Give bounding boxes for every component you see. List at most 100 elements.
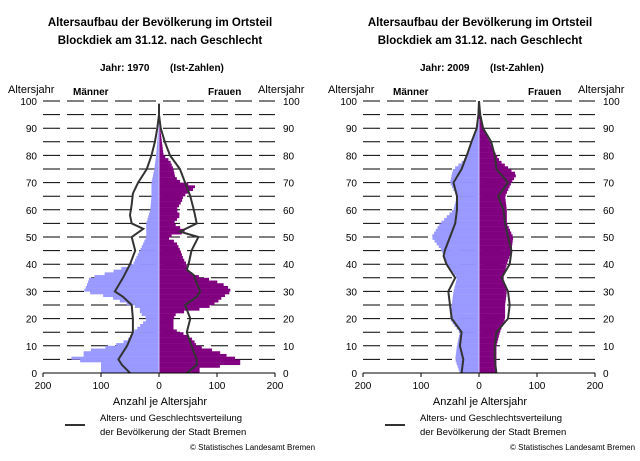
women-bar — [159, 321, 174, 325]
women-bar — [479, 370, 497, 374]
y-tick-label-right: 60 — [603, 206, 615, 217]
women-bar — [479, 299, 506, 303]
y-tick-label-left: 0 — [351, 369, 357, 380]
women-bar — [159, 272, 193, 276]
women-bar — [479, 285, 506, 289]
y-axis-label-right: Altersjahr — [258, 84, 305, 96]
women-bar — [479, 337, 499, 341]
women-bar — [479, 280, 505, 284]
women-bar — [159, 193, 186, 197]
women-bar — [479, 345, 497, 349]
women-bar — [159, 345, 202, 349]
women-bar — [159, 130, 161, 134]
women-bar — [479, 120, 482, 123]
men-bar — [475, 128, 479, 132]
men-bar — [452, 299, 479, 303]
women-bar — [479, 144, 492, 148]
women-bar — [159, 337, 193, 341]
men-group-label: Männer — [73, 87, 109, 98]
y-tick-label-right: 30 — [603, 287, 615, 298]
men-bar — [453, 207, 479, 210]
men-bar — [441, 220, 479, 224]
men-bar — [449, 266, 479, 270]
women-bar — [159, 228, 185, 232]
men-bar — [148, 215, 159, 219]
women-bar — [479, 275, 504, 278]
men-bar — [85, 285, 159, 289]
men-bar — [150, 201, 159, 205]
women-bar — [479, 334, 499, 338]
men-bar — [157, 141, 159, 145]
men-bar — [437, 226, 479, 230]
men-bar — [452, 185, 479, 189]
men-bar — [455, 356, 479, 360]
men-bar — [455, 198, 479, 202]
y-tick-label-left: 10 — [26, 342, 38, 353]
chart-title-line1: Altersaufbau der Bevölkerung im Ortsteil — [48, 17, 272, 29]
women-bar — [159, 166, 173, 170]
women-bar — [479, 362, 497, 366]
men-bar — [144, 239, 159, 243]
y-axis-label-left: Altersjahr — [328, 84, 375, 96]
women-bar — [479, 302, 506, 306]
men-bar — [151, 193, 159, 197]
women-bar — [159, 348, 212, 352]
women-bar — [159, 353, 227, 357]
women-bar — [479, 133, 487, 137]
y-tick-label-left: 10 — [346, 342, 358, 353]
men-bar — [471, 139, 479, 142]
men-bar — [153, 171, 159, 175]
men-bar — [128, 337, 159, 341]
y-tick-label-left: 40 — [26, 260, 38, 271]
chart-title-line2: Blockdiek am 31.12. nach Geschlecht — [58, 35, 263, 47]
women-bar — [159, 313, 176, 317]
men-bar — [446, 261, 479, 265]
women-bar — [479, 332, 500, 336]
women-bar — [159, 269, 189, 273]
women-bar — [159, 332, 184, 336]
men-bar — [456, 345, 479, 349]
women-bar — [479, 160, 502, 164]
men-bar — [473, 133, 479, 137]
copyright: © Statistisches Landesamt Bremen — [190, 443, 315, 452]
men-bar — [86, 283, 159, 287]
women-bar — [479, 307, 506, 311]
women-bar — [159, 318, 174, 322]
men-bar — [459, 370, 479, 374]
women-bar — [479, 190, 508, 194]
y-tick-label-left: 30 — [26, 287, 38, 298]
men-bar — [140, 247, 159, 251]
women-bar — [479, 193, 506, 197]
y-tick-label-left: 20 — [26, 315, 38, 326]
women-bar — [159, 253, 182, 257]
men-bar — [155, 160, 159, 164]
y-tick-label-right: 50 — [603, 233, 615, 244]
women-bar — [159, 196, 183, 200]
women-bar — [159, 234, 172, 238]
men-bar — [139, 310, 159, 314]
men-bar — [146, 234, 159, 238]
men-bar — [156, 152, 159, 156]
women-bar — [479, 367, 497, 371]
women-bar — [159, 163, 172, 167]
women-bar — [479, 291, 507, 295]
men-bar — [434, 239, 479, 243]
men-bar — [470, 141, 479, 145]
women-bar — [159, 207, 178, 210]
women-bar — [159, 324, 174, 327]
women-bar — [479, 163, 505, 167]
men-bar — [458, 334, 479, 338]
men-bar — [450, 315, 479, 319]
men-bremen-line — [113, 103, 160, 374]
y-tick-label-right: 80 — [603, 151, 615, 162]
women-bar — [479, 231, 512, 235]
women-bar — [159, 155, 166, 159]
y-tick-label-left: 70 — [26, 179, 38, 190]
men-bar — [101, 362, 159, 366]
y-tick-label-left: 50 — [26, 233, 38, 244]
men-bar — [453, 291, 479, 295]
x-axis-label: Anzahl je Altersjahr — [433, 396, 527, 408]
men-bar — [456, 351, 479, 355]
men-bar — [455, 283, 479, 287]
men-bar — [451, 174, 479, 178]
